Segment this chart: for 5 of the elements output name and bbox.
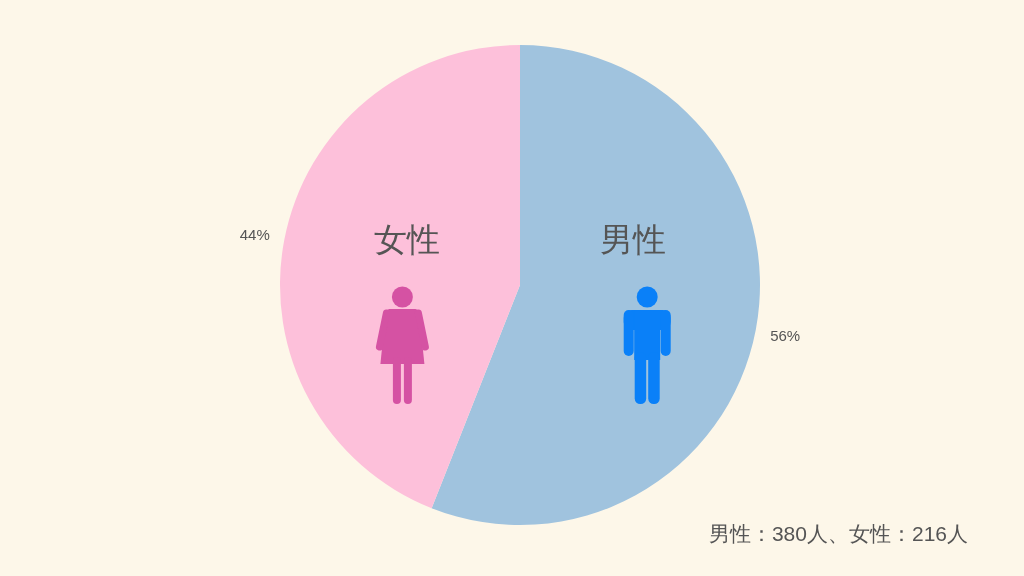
data-label: 56%: [770, 327, 801, 345]
slice-label: 女性: [374, 220, 441, 258]
slice-label: 男性: [599, 220, 666, 258]
data-label: 44%: [239, 225, 270, 243]
text: 男性：380人、女性：216人: [708, 521, 968, 545]
